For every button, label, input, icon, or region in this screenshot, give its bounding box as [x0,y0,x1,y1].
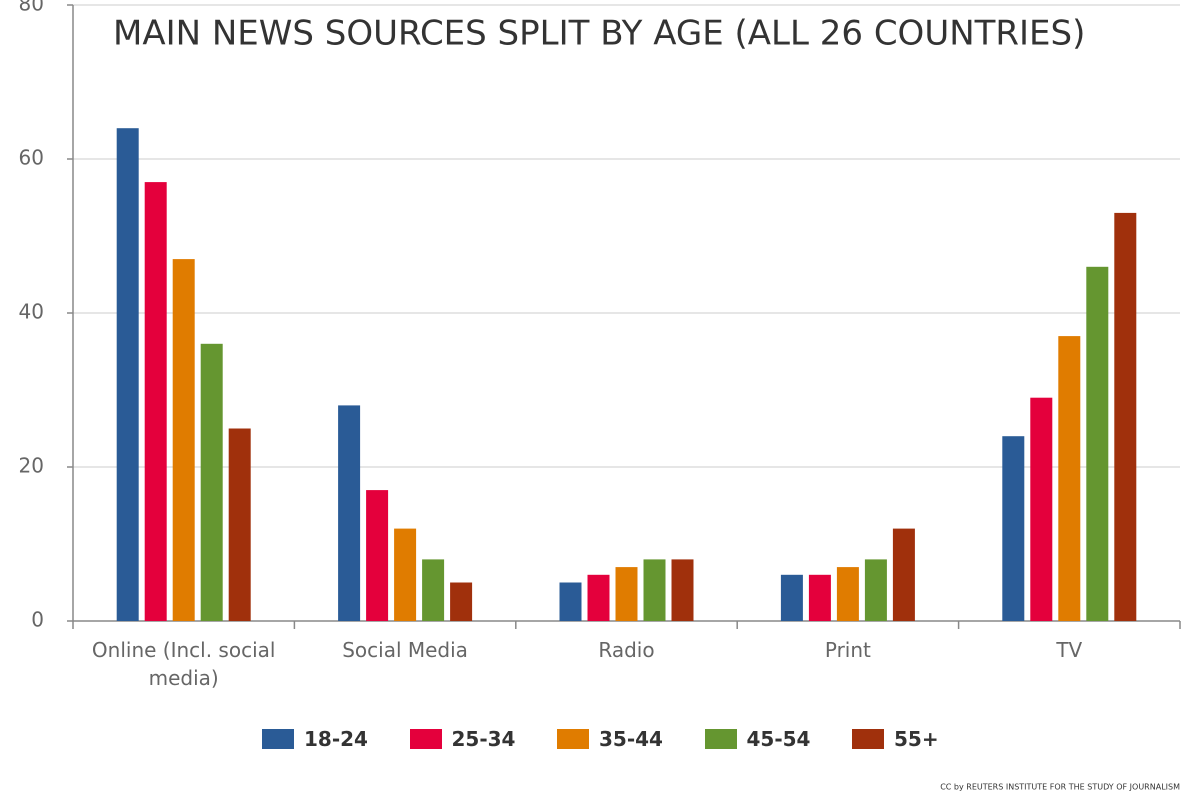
bar [172,259,195,621]
x-tick-label: Online (Incl. social media) [91,638,276,690]
bar [587,574,610,621]
bar [116,128,139,621]
bar [144,182,167,621]
bar [1002,436,1025,621]
bar [1114,212,1137,621]
bar [1058,336,1081,621]
legend-label: 35-44 [599,727,663,751]
legend-swatch [262,729,294,749]
x-tick-label: Print [824,638,871,662]
bar [422,559,445,621]
bar [892,528,915,621]
y-tick-label: 20 [19,454,44,478]
legend-swatch [409,729,442,749]
legend-label: 55+ [894,727,939,751]
legend-label: 25-34 [451,727,516,751]
legend-item: 55+ [852,727,939,751]
bar [559,582,582,621]
bar [450,582,473,621]
legend-label: 45-54 [746,727,811,751]
legend-item: 35-44 [557,727,663,751]
x-tick-label: TV [1056,638,1083,662]
bar [228,428,251,621]
legend-swatch [557,729,589,749]
x-tick-label: Radio [598,638,655,662]
y-tick-label: 40 [19,300,44,324]
legend-label: 18-24 [304,727,368,751]
legend-swatch [852,729,884,749]
y-tick-label: 80 [19,0,44,16]
chart-title: MAIN NEWS SOURCES SPLIT BY AGE (ALL 26 C… [113,14,1085,54]
bar [780,574,803,621]
bar [338,405,361,621]
bar [366,490,389,621]
bar [394,528,417,621]
legend-item: 45-54 [704,727,811,751]
bar [200,343,223,621]
y-tick-label: 60 [19,146,44,170]
x-tick-label: Social Media [342,638,468,662]
bar [836,567,859,621]
y-tick-label: 0 [31,608,44,632]
bar [1086,266,1109,621]
legend-swatch [704,729,737,749]
bar [643,559,666,621]
bar [615,567,638,621]
bar [864,559,887,621]
credit: CC by REUTERS INSTITUTE FOR THE STUDY OF… [940,783,1180,792]
bar [808,574,831,621]
bar [671,559,694,621]
legend-item: 18-24 [262,727,368,751]
bar [1030,397,1053,621]
legend-item: 25-34 [409,727,516,751]
